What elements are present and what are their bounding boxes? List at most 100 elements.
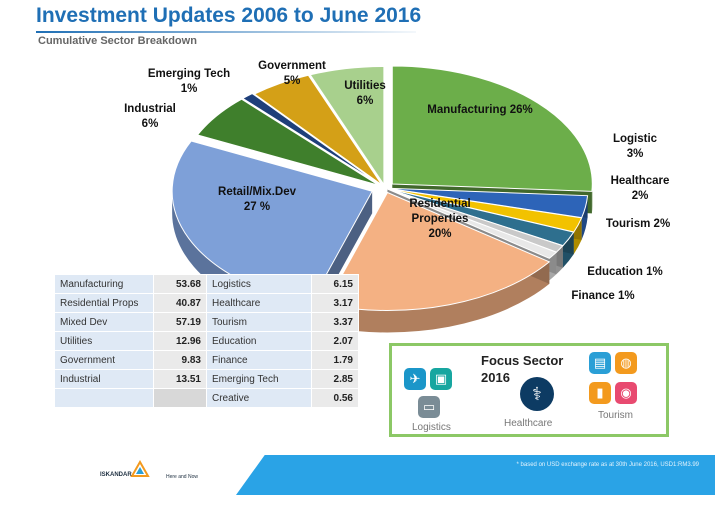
pie-label: Residential Properties 20% (409, 197, 470, 242)
pie-slice-tops (171, 65, 593, 311)
food-icon: ◍ (615, 352, 637, 374)
pie-slice (391, 65, 593, 192)
sector-name: Utilities (54, 331, 154, 351)
pie-label: Emerging Tech 1% (148, 67, 230, 97)
pie-label: Finance 1% (571, 289, 634, 304)
sector-value: 40.87 (153, 293, 207, 313)
logo-tagline: Here and Now (166, 474, 198, 480)
pie-label-line: 2% (631, 190, 649, 202)
pie-label-line: Residential (409, 198, 471, 210)
sector-name: Creative (206, 388, 312, 408)
sector-table: Manufacturing 53.68 Logistics 6.15 Residenti… (54, 274, 359, 408)
title-underline (36, 31, 416, 33)
sector-name: Healthcare (206, 293, 312, 313)
truck-icon: ▭ (418, 396, 440, 418)
hotel-icon: ▤ (589, 352, 611, 374)
sector-value: 0.56 (311, 388, 359, 408)
empty-cell (54, 388, 154, 408)
pie-label: Education 1% (587, 265, 662, 280)
pie-label-line: 6% (141, 118, 159, 130)
focus-sector-panel: ✈ ▣ ▭ Logistics Focus Sector 2016 ⚕ Heal… (389, 343, 669, 437)
sector-value: 3.17 (311, 293, 359, 313)
sector-value: 2.85 (311, 369, 359, 389)
pie-label-line: Education 1% (587, 266, 663, 278)
logo-name: ISKANDAR (100, 472, 132, 478)
table-row: Government 9.83 Finance 1.79 (54, 350, 359, 370)
pie-slice (309, 66, 385, 187)
pie-label-line: 3% (626, 148, 644, 160)
focus-title-line1: Focus Sector (481, 353, 564, 368)
pie-label: Retail/Mix.Dev 27 % (218, 185, 296, 215)
bus-icon: ▣ (430, 368, 452, 390)
page-subtitle: Cumulative Sector Breakdown (38, 35, 197, 47)
footer-bar: * based on USD exchange rate as at 30th … (236, 455, 715, 495)
healthcare-caption: Healthcare (504, 418, 553, 429)
sector-name: Industrial (54, 369, 154, 389)
pie-label: Healthcare 2% (611, 174, 670, 204)
pie-label: Logistic 3% (613, 132, 657, 162)
sector-value: 53.68 (153, 274, 207, 294)
table-row: Industrial 13.51 Emerging Tech 2.85 (54, 369, 359, 389)
pie-label-line: 20% (428, 228, 452, 240)
camera-icon: ◉ (615, 382, 637, 404)
sector-value: 1.79 (311, 350, 359, 370)
sector-name: Tourism (206, 312, 312, 332)
table-row: Creative 0.56 (54, 388, 359, 408)
pie-label-line: Finance 1% (571, 290, 635, 302)
focus-title-line2: 2016 (481, 370, 510, 385)
sector-value: 57.19 (153, 312, 207, 332)
sector-value: 9.83 (153, 350, 207, 370)
sector-name: Government (54, 350, 154, 370)
pie-label-line: Government (258, 60, 326, 72)
pie-slice (253, 74, 383, 186)
sector-value: 2.07 (311, 331, 359, 351)
sector-name: Mixed Dev (54, 312, 154, 332)
luggage-icon: ▮ (589, 382, 611, 404)
sector-name: Finance (206, 350, 312, 370)
pie-label-line: Retail/Mix.Dev (218, 186, 296, 198)
tourism-caption: Tourism (598, 410, 634, 421)
sector-name: Logistics (206, 274, 312, 294)
pie-label-line: Industrial (124, 103, 176, 115)
pie-label-line: Properties (411, 213, 469, 225)
sector-value: 13.51 (153, 369, 207, 389)
sector-name: Manufacturing (54, 274, 154, 294)
table-row: Utilities 12.96 Education 2.07 (54, 331, 359, 351)
table-row: Mixed Dev 57.19 Tourism 3.37 (54, 312, 359, 332)
pie-label: Tourism 2% (606, 217, 670, 232)
pie-label-line: Emerging Tech (147, 68, 231, 80)
pie-label-line: Logistic (612, 133, 658, 145)
pie-label: Manufacturing 26% (427, 103, 532, 118)
pie-slice (196, 98, 379, 186)
table-row: Manufacturing 53.68 Logistics 6.15 (54, 274, 359, 294)
sector-name: Emerging Tech (206, 369, 312, 389)
empty-cell (153, 388, 207, 408)
focus-title: Focus Sector 2016 (481, 352, 563, 386)
pie-label-line: Manufacturing 26% (427, 104, 533, 116)
pie-label-line: Tourism 2% (605, 218, 671, 230)
sector-value: 3.37 (311, 312, 359, 332)
logistics-caption: Logistics (412, 422, 451, 433)
plane-icon: ✈ (404, 368, 426, 390)
pie-label: Utilities 6% (344, 79, 386, 109)
sector-value: 12.96 (153, 331, 207, 351)
sector-name: Education (206, 331, 312, 351)
pie-label-line: Utilities (344, 80, 386, 92)
iskandar-logo-icon (130, 460, 150, 477)
stethoscope-icon: ⚕ (520, 377, 554, 411)
pie-slice (387, 188, 558, 259)
pie-label: Government 5% (258, 59, 326, 89)
pie-label-line: 27 % (243, 201, 271, 213)
table-row: Residential Props 40.87 Healthcare 3.17 (54, 293, 359, 313)
sector-name: Residential Props (54, 293, 154, 313)
pie-slice-side (325, 261, 550, 333)
pie-label: Industrial 6% (124, 102, 176, 132)
pie-label-line: 5% (283, 75, 301, 87)
footnote: * based on USD exchange rate as at 30th … (516, 462, 699, 468)
pie-label-line: 6% (356, 95, 374, 107)
pie-label-line: Healthcare (610, 175, 670, 187)
page-title: Investment Updates 2006 to June 2016 (36, 4, 422, 27)
pie-slice (241, 92, 381, 185)
pie-label-line: 1% (180, 83, 198, 95)
sector-value: 6.15 (311, 274, 359, 294)
